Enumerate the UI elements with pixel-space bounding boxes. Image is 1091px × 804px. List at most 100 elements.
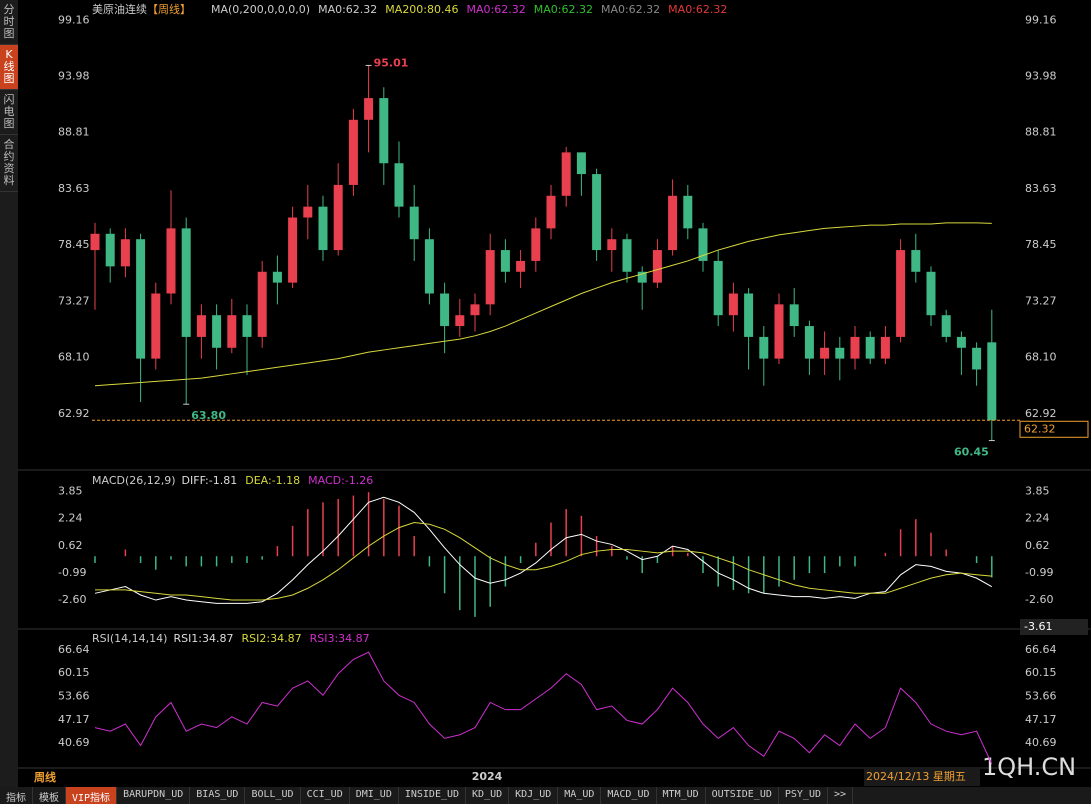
y-tick-label: 0.62 (58, 539, 83, 552)
candle-body (652, 250, 662, 283)
candle-body (804, 326, 814, 359)
toolbar-button[interactable]: MTM_UD (657, 787, 706, 804)
candle-body (546, 195, 556, 229)
y-tick-label: 62.92 (1025, 407, 1057, 420)
candle-body (668, 195, 678, 251)
sidebar-tab[interactable]: 合约资料 (0, 135, 18, 192)
y-tick-label: 83.63 (1025, 182, 1057, 195)
y-tick-label: 3.85 (1025, 484, 1050, 497)
candle-body (576, 152, 586, 175)
dea-line (95, 522, 992, 601)
toolbar-button[interactable]: 指标 (0, 787, 33, 804)
candle-body (151, 293, 161, 359)
candle-body (789, 304, 799, 327)
y-tick-label: -0.99 (58, 566, 86, 579)
legend-entry: RSI2:34.87 (242, 632, 302, 645)
candle-body (242, 315, 252, 337)
y-tick-label: 40.69 (1025, 736, 1057, 749)
candle-body (744, 293, 754, 337)
toolbar-button[interactable]: BIAS_UD (190, 787, 246, 804)
watermark: 1QH.CN (982, 753, 1076, 781)
candle-body (318, 206, 328, 251)
legend-entry: 美原油连续 (92, 2, 147, 16)
toolbar-button[interactable]: VIP指标 (66, 787, 118, 804)
toolbar: 指标 模板 VIP指标 BARUPDN_UD BIAS_UD BOLL_UD CCI_UD D… (0, 787, 1091, 804)
y-tick-label: 2.24 (1025, 512, 1050, 525)
toolbar-button[interactable]: MA_UD (558, 787, 602, 804)
y-tick-label: 78.45 (58, 238, 90, 251)
y-tick-label: 99.16 (1025, 13, 1057, 26)
candle-body (698, 228, 708, 261)
toolbar-button[interactable]: PSY_UD (779, 787, 828, 804)
legend-entry: RSI1:34.87 (173, 632, 233, 645)
toolbar-button[interactable]: KDJ_UD (509, 787, 559, 804)
y-tick-label: -2.60 (58, 593, 86, 606)
y-tick-label: 47.17 (58, 713, 90, 726)
candle-body (713, 260, 723, 316)
candle-body (911, 250, 921, 272)
candle-body (850, 336, 860, 359)
annotation: 95.01 (374, 56, 409, 69)
candle-body (348, 119, 358, 185)
legend-entry: 【周线】 (147, 2, 191, 16)
sidebar-tab[interactable]: 闪电图 (0, 90, 18, 135)
toolbar-button[interactable]: KD_UD (466, 787, 510, 804)
candle-body (941, 315, 951, 337)
candle-body (227, 315, 237, 348)
legend-entry: MA200:80.46 (385, 3, 458, 16)
candle-body (956, 336, 966, 348)
sidebar-tab[interactable]: 分时图 (0, 0, 18, 45)
toolbar-button[interactable]: CCI_UD (301, 787, 350, 804)
legend-entry: MA0:62.32 (534, 3, 593, 16)
chart: 周线 2024 2024/12/13 星期五 1QH.CN 99.16 99.16… (18, 2, 1091, 786)
candle-body (212, 315, 222, 348)
diff-line (94, 496, 993, 604)
legend-entry: DIFF:-1.81 (182, 474, 238, 487)
candle-body (485, 250, 495, 305)
y-tick-label: 53.66 (58, 690, 90, 703)
candle-body (592, 174, 602, 251)
candle-body (972, 347, 982, 370)
y-tick-label: 78.45 (1025, 238, 1057, 251)
price-tag (1019, 420, 1089, 438)
candle-body (181, 228, 191, 337)
legend-entry: MA0:62.32 (318, 3, 377, 16)
period-label: 周线 (34, 770, 56, 784)
y-tick-label: 53.66 (1025, 690, 1057, 703)
date-box (864, 768, 980, 786)
toolbar-button[interactable]: INSIDE_UD (399, 787, 467, 804)
ma200-line (94, 222, 992, 387)
candle-body (440, 293, 450, 327)
candle-body (759, 336, 769, 359)
candle-body (865, 336, 875, 359)
toolbar-button[interactable]: BOLL_UD (245, 787, 301, 804)
candle-body (774, 304, 784, 359)
candle-body (257, 271, 267, 337)
toolbar-button[interactable]: 模板 (33, 787, 66, 804)
legend-entry: MA0:62.32 (467, 3, 526, 16)
toolbar-button[interactable]: DMI_UD (350, 787, 399, 804)
y-tick-label: 47.17 (1025, 713, 1057, 726)
y-tick-label: -0.99 (1025, 566, 1053, 579)
annotation: 60.45 (954, 446, 989, 459)
toolbar-button[interactable]: OUTSIDE_UD (706, 787, 779, 804)
candle-body (166, 228, 176, 294)
toolbar-button[interactable]: MACD_UD (601, 787, 657, 804)
legend-entry: DEA:-1.18 (245, 474, 300, 487)
sidebar-tab[interactable]: K线图 (0, 45, 18, 90)
y-tick-label: 2.24 (58, 512, 83, 525)
candle-body (90, 233, 100, 251)
y-tick-label: 68.10 (58, 351, 90, 364)
toolbar-button[interactable]: BARUPDN_UD (117, 787, 191, 804)
toolbar-button[interactable]: >> (828, 787, 854, 804)
legend-entry: MA0:62.32 (601, 3, 660, 16)
sidebar: 分时图 K线图 闪电图 合约资料 (0, 0, 18, 787)
cursor-label: -3.61 (1024, 620, 1052, 633)
candle-body (364, 98, 374, 120)
candle-body (409, 206, 419, 240)
y-tick-label: 66.64 (58, 643, 90, 656)
candle-body (987, 342, 997, 421)
y-tick-label: 3.85 (58, 484, 83, 497)
legend-entry: RSI(14,14,14) (92, 632, 167, 645)
candle-body (880, 336, 890, 359)
